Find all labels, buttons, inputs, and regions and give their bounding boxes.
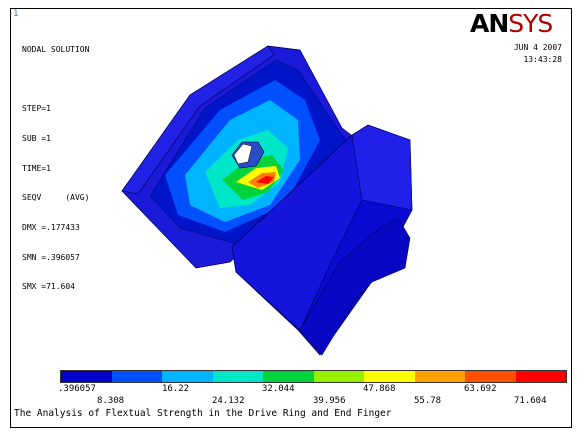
legend-label-7: 55.78 [414, 396, 442, 406]
info-title: NODAL SOLUTION [22, 44, 90, 54]
legend-swatch [263, 371, 314, 382]
info-time: TIME=1 [22, 163, 51, 173]
ansys-logo: ANSYS [470, 9, 553, 39]
legend-label-6: 47.868 [363, 384, 396, 394]
solution-info: NODAL SOLUTION STEP=1 SUB =1 TIME=1 SEQV… [22, 25, 89, 302]
legend-label-5: 39.956 [313, 396, 346, 406]
info-sub: SUB =1 [22, 133, 51, 143]
legend-label-1: 8.308 [97, 396, 125, 406]
end-finger-side [351, 124, 413, 211]
contour-band-max [256, 176, 274, 184]
date-text: JUN 4 2007 [513, 43, 562, 52]
contour-legend-bar [60, 370, 567, 383]
legend-swatch [313, 371, 364, 382]
time-text: 13:43:28 [523, 55, 562, 64]
hole-opening [233, 143, 253, 165]
legend-label-4: 32.044 [262, 384, 295, 394]
info-dmx: DMX =.177433 [22, 223, 80, 233]
timestamp: JUN 4 2007 13:43:28 [514, 42, 562, 66]
legend-swatch [61, 371, 112, 382]
legend-label-9: 71.604 [514, 396, 547, 406]
legend-swatch [111, 371, 162, 382]
viewport-number: 1 [13, 9, 19, 19]
info-step: STEP=1 [22, 104, 51, 114]
legend-label-8: 63.692 [464, 384, 497, 394]
legend-label-3: 24.132 [212, 396, 245, 406]
logo-part-sys: SYS [508, 9, 553, 38]
info-seqv: SEQV (AVG) [22, 193, 90, 203]
legend-swatch [212, 371, 263, 382]
info-smx: SMX =71.604 [22, 282, 75, 292]
legend-label-2: 16.22 [162, 384, 190, 394]
logo-part-an: AN [470, 9, 509, 38]
ring-lower-lip [299, 217, 411, 356]
legend-label-0: .396057 [58, 384, 96, 394]
legend-swatch [515, 371, 566, 382]
plot-caption: The Analysis of Flextual Strength in the… [14, 408, 392, 419]
info-smn: SMN =.396057 [22, 252, 80, 262]
legend-swatch [162, 371, 213, 382]
legend-swatch [465, 371, 516, 382]
legend-swatch [364, 371, 415, 382]
legend-swatch [414, 371, 465, 382]
ring-top-edge [121, 45, 275, 195]
